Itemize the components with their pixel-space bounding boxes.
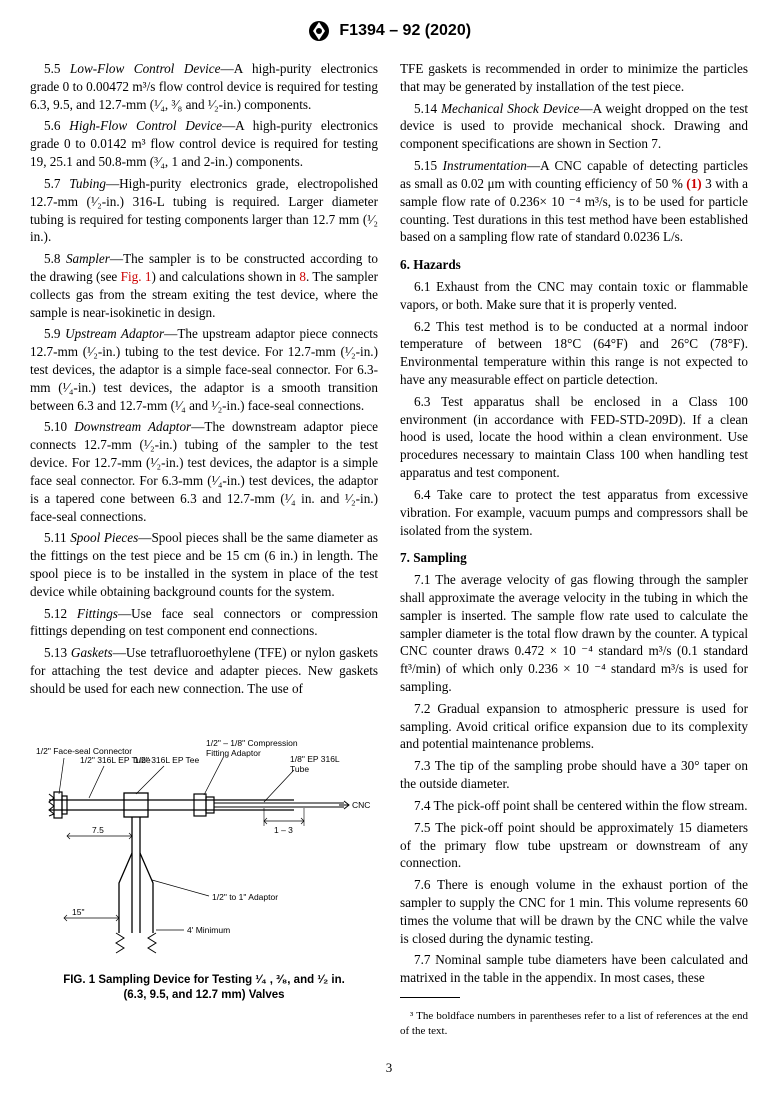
para-6-1: 6.1 Exhaust from the CNC may contain tox… xyxy=(400,278,748,314)
para-7-4: 7.4 The pick-off point shall be centered… xyxy=(400,797,748,815)
footnote-3: ³ The boldface numbers in parentheses re… xyxy=(400,1009,748,1039)
para-5-11: 5.11 Spool Pieces—Spool pieces shall be … xyxy=(30,529,378,600)
para-7-7: 7.7 Nominal sample tube diameters have b… xyxy=(400,951,748,987)
fig-label-5a: 1/8" EP 316L xyxy=(290,754,340,764)
fig-dim-1: 7.5 xyxy=(92,825,104,835)
para-5-7: 5.7 Tubing—High-purity electronics grade… xyxy=(30,175,378,246)
ref-1-link[interactable]: (1) xyxy=(686,176,701,191)
sampling-device-diagram: 1/2" Face-seal Connector 1/2" 316L EP Tu… xyxy=(34,708,374,963)
para-5-9: 5.9 Upstream Adaptor—The upstream adapto… xyxy=(30,325,378,414)
fig1-link[interactable]: Fig. 1 xyxy=(121,269,152,284)
footnote-rule xyxy=(400,997,460,998)
fig-dim-2: 15" xyxy=(72,907,84,917)
fig-label-5b: Tube xyxy=(290,764,309,774)
section-7-heading: 7. Sampling xyxy=(400,549,748,567)
para-6-2: 6.2 This test method is to be conducted … xyxy=(400,318,748,389)
para-5-8: 5.8 Sampler—The sampler is to be constru… xyxy=(30,250,378,321)
para-5-10: 5.10 Downstream Adaptor—The downstream a… xyxy=(30,418,378,525)
page-number: 3 xyxy=(30,1059,748,1077)
footnote-block: ³ The boldface numbers in parentheses re… xyxy=(400,997,748,1039)
para-5-5: 5.5 Low-Flow Control Device—A high-purit… xyxy=(30,60,378,113)
para-6-3: 6.3 Test apparatus shall be enclosed in … xyxy=(400,393,748,482)
para-7-5: 7.5 The pick-off point should be approxi… xyxy=(400,819,748,872)
fig-label-8: 4' Minimum xyxy=(187,925,230,935)
body-columns: 5.5 Low-Flow Control Device—A high-purit… xyxy=(30,60,748,1039)
figure-1-caption: FIG. 1 Sampling Device for Testing ¹⁄₄ ,… xyxy=(30,973,378,1003)
fig-label-6: CNC xyxy=(352,800,370,810)
para-5-6: 5.6 High-Flow Control Device—A high-puri… xyxy=(30,117,378,170)
designation: F1394 – 92 (2020) xyxy=(339,22,471,39)
page-header: F1394 – 92 (2020) xyxy=(30,20,748,42)
figure-1: 1/2" Face-seal Connector 1/2" 316L EP Tu… xyxy=(30,708,378,1004)
para-7-3: 7.3 The tip of the sampling probe should… xyxy=(400,757,748,793)
para-5-13-cont: TFE gaskets is recommended in order to m… xyxy=(400,60,748,96)
para-7-1: 7.1 The average velocity of gas flowing … xyxy=(400,571,748,696)
para-5-12: 5.12 Fittings—Use face seal connectors o… xyxy=(30,605,378,641)
para-6-4: 6.4 Take care to protect the test appara… xyxy=(400,486,748,539)
para-5-15: 5.15 Instrumentation—A CNC capable of de… xyxy=(400,157,748,246)
fig-label-7: 1/2" to 1" Adaptor xyxy=(212,892,278,902)
para-7-2: 7.2 Gradual expansion to atmospheric pre… xyxy=(400,700,748,753)
para-5-13: 5.13 Gaskets—Use tetrafluoroethylene (TF… xyxy=(30,644,378,697)
fig-dim-3: 1 – 3 xyxy=(274,825,293,835)
fig-label-3: 1/2" 316L EP Tee xyxy=(134,755,200,765)
section-6-heading: 6. Hazards xyxy=(400,256,748,274)
fig-label-4a: 1/2" – 1/8" Compression xyxy=(206,738,298,748)
para-7-6: 7.6 There is enough volume in the exhaus… xyxy=(400,876,748,947)
section8-link[interactable]: 8 xyxy=(299,269,306,284)
fig-label-4b: Fitting Adaptor xyxy=(206,748,261,758)
para-5-14: 5.14 Mechanical Shock Device—A weight dr… xyxy=(400,100,748,153)
astm-logo-icon xyxy=(307,20,331,42)
